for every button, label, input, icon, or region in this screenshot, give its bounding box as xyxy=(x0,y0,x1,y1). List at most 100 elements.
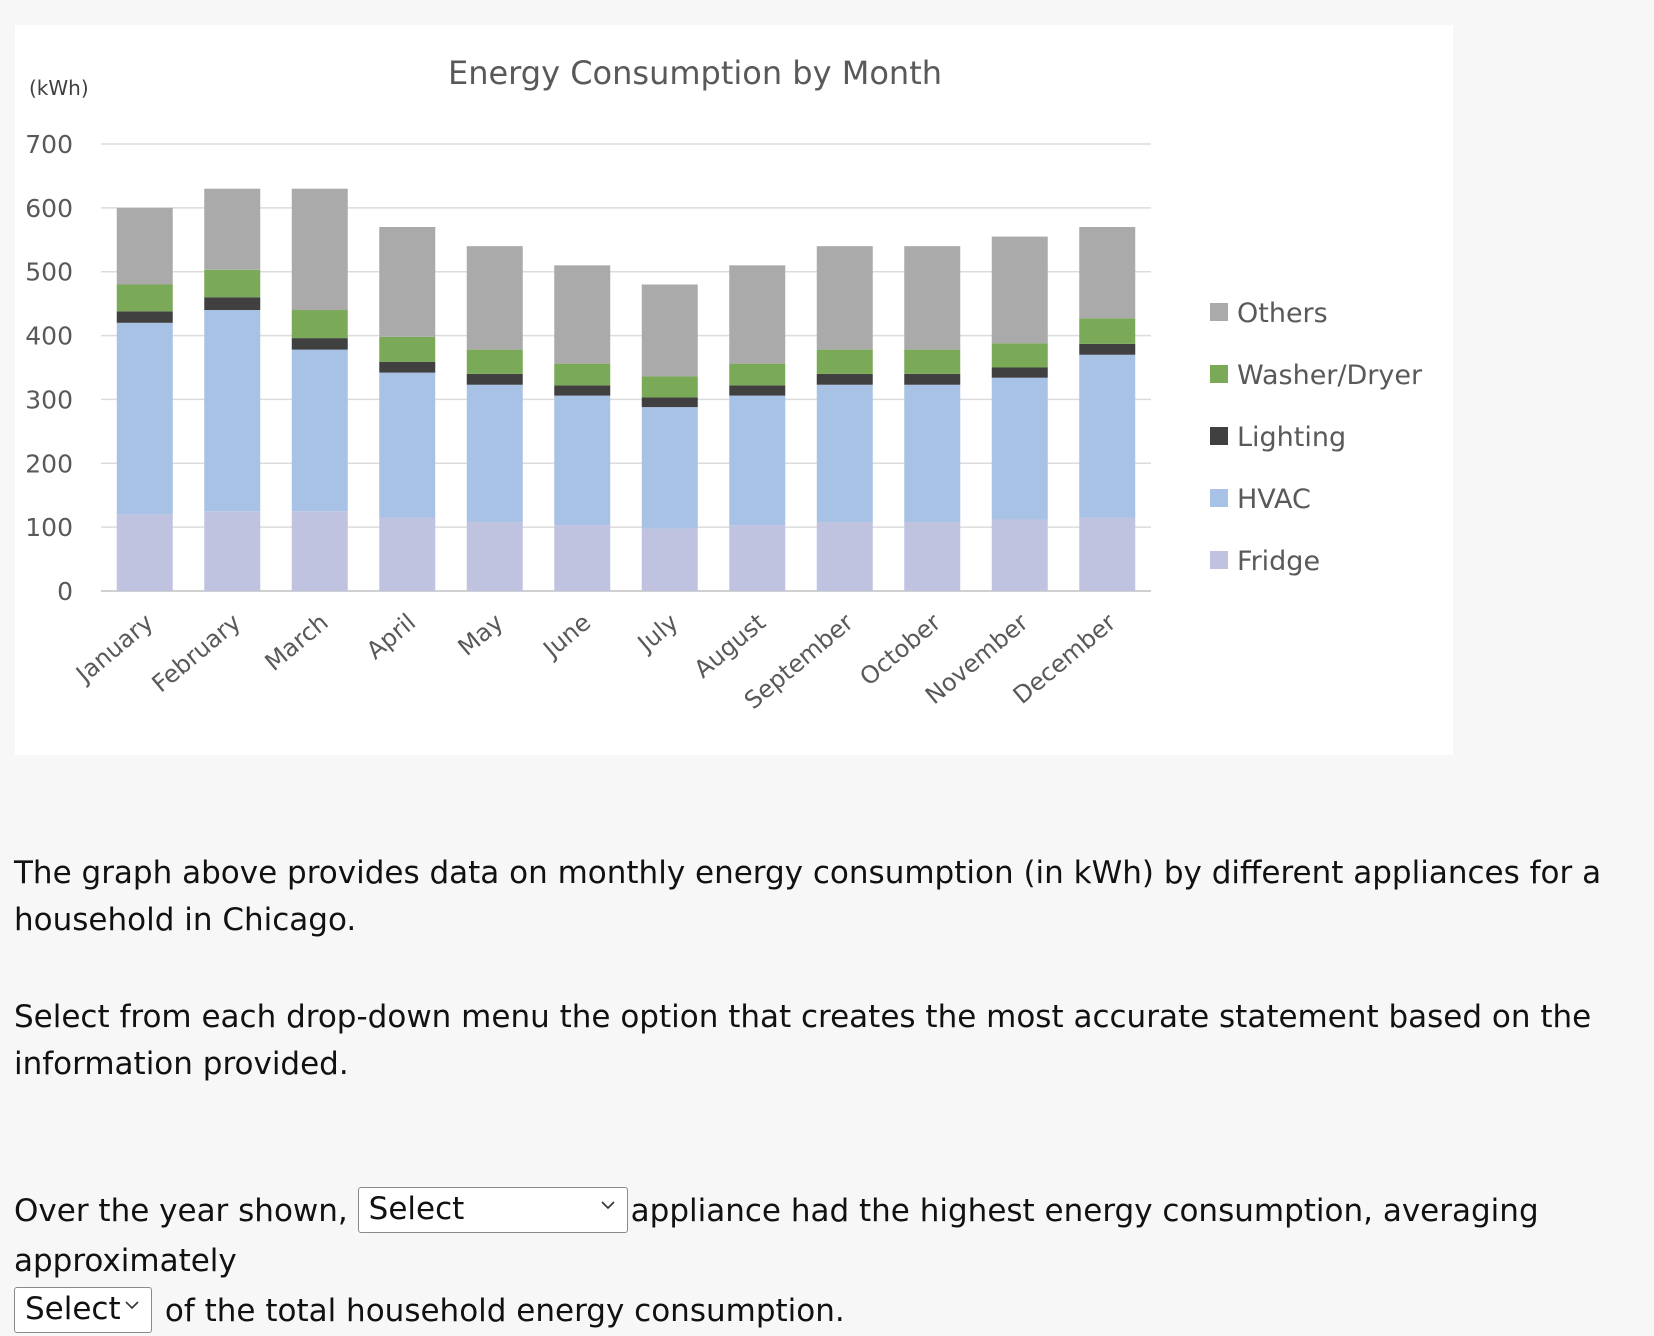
percent-dropdown[interactable]: Select xyxy=(14,1286,152,1333)
x-tick-label: May xyxy=(453,608,509,661)
bar-segment-fridge xyxy=(816,522,873,591)
bar-segment-others xyxy=(291,188,348,311)
bar-segment-fridge xyxy=(729,525,786,591)
y-tick-label: 600 xyxy=(25,194,73,223)
bar-segment-others xyxy=(204,188,261,270)
bar-segment-others xyxy=(466,246,523,350)
bar-segment-hvac xyxy=(116,322,173,515)
question-text-1: Over the year shown, xyxy=(14,1193,348,1229)
bar-segment-others xyxy=(991,236,1048,344)
bar-segment-others xyxy=(729,265,786,364)
bar-segment-others xyxy=(816,246,873,350)
bar-segment-washer-dryer xyxy=(116,284,173,312)
chart-card: Energy Consumption by Month (kWh) 0 100 20… xyxy=(15,25,1453,755)
legend-swatch xyxy=(1210,427,1228,445)
bar-segment-lighting xyxy=(641,397,698,408)
legend-swatch xyxy=(1210,551,1228,569)
bar-segment-washer-dryer xyxy=(204,269,261,298)
bar-segment-lighting xyxy=(1079,343,1136,355)
bar-segment-hvac xyxy=(991,377,1048,520)
y-axis-unit-label: (kWh) xyxy=(29,76,89,100)
x-tick-label: February xyxy=(147,608,246,698)
legend-swatch xyxy=(1210,365,1228,383)
bar-segment-hvac xyxy=(466,384,523,523)
bar-segment-fridge xyxy=(904,522,961,591)
bar-segment-washer-dryer xyxy=(729,363,786,386)
bar-segment-hvac xyxy=(204,310,261,512)
bar-segment-washer-dryer xyxy=(991,343,1048,368)
question-text-2: appliance had the highest energy consump… xyxy=(14,1193,1539,1279)
bar-segment-fridge xyxy=(116,514,173,591)
description-paragraph: The graph above provides data on monthly… xyxy=(14,855,1602,938)
bar-segment-hvac xyxy=(641,407,698,529)
legend-swatch xyxy=(1210,489,1228,507)
bar-segment-washer-dryer xyxy=(379,336,436,362)
bar-segment-lighting xyxy=(379,361,436,373)
legend-label: HVAC xyxy=(1237,484,1311,515)
bar-segment-lighting xyxy=(554,385,611,396)
bar-segment-lighting xyxy=(816,373,873,385)
bar-segment-hvac xyxy=(904,384,961,523)
x-tick-label: July xyxy=(631,608,684,658)
bar-segment-lighting xyxy=(204,297,261,311)
gridlines xyxy=(101,143,1151,592)
bar-segment-washer-dryer xyxy=(554,363,611,386)
legend-label: Others xyxy=(1237,298,1328,329)
bar-segment-hvac xyxy=(291,349,348,512)
y-tick-label: 200 xyxy=(25,449,73,478)
bar-segment-washer-dryer xyxy=(641,376,698,398)
legend-label: Washer/Dryer xyxy=(1237,360,1423,391)
x-tick-label: June xyxy=(537,608,597,664)
legend-swatch xyxy=(1210,303,1228,321)
bar-segment-hvac xyxy=(1079,354,1136,518)
question-text-3: of the total household energy consumptio… xyxy=(164,1293,845,1329)
chevron-down-icon xyxy=(601,1200,615,1209)
stacked-bar-chart: Energy Consumption by Month (kWh) 0 100 20… xyxy=(25,54,1423,715)
bar-segment-others xyxy=(379,227,436,337)
bar-segment-lighting xyxy=(729,385,786,396)
y-tick-label: 300 xyxy=(25,385,73,414)
bar-segment-washer-dryer xyxy=(291,310,348,339)
bar-segment-fridge xyxy=(466,522,523,591)
bar-segment-fridge xyxy=(641,528,698,591)
bar-segment-fridge xyxy=(554,525,611,591)
legend-label: Fridge xyxy=(1237,546,1320,577)
percent-dropdown-value: Select xyxy=(25,1290,121,1327)
bar-segment-fridge xyxy=(1079,517,1136,591)
bar-segment-hvac xyxy=(816,384,873,523)
bar-segment-lighting xyxy=(466,373,523,385)
bar-segment-others xyxy=(904,246,961,350)
appliance-dropdown-value: Select xyxy=(368,1190,465,1227)
x-tick-label: April xyxy=(361,608,421,665)
instruction-paragraph: Select from each drop-down menu the opti… xyxy=(14,999,1592,1082)
bar-segment-others xyxy=(641,284,698,377)
y-tick-label: 0 xyxy=(57,577,73,606)
bar-segment-hvac xyxy=(554,395,611,526)
x-tick-label: August xyxy=(689,608,771,683)
bar-segment-fridge xyxy=(991,519,1048,591)
bar-segment-washer-dryer xyxy=(466,349,523,374)
bar-segment-others xyxy=(554,265,611,364)
legend: Others Washer/Dryer Lighting HVAC Fridge xyxy=(1210,298,1423,577)
x-tick-label: January xyxy=(69,608,158,689)
bar-segment-hvac xyxy=(729,395,786,526)
bar-segment-lighting xyxy=(991,367,1048,378)
y-tick-label: 500 xyxy=(25,258,73,287)
bar-segment-lighting xyxy=(116,311,173,323)
bar-segment-washer-dryer xyxy=(904,349,961,374)
bar-segment-washer-dryer xyxy=(1079,318,1136,344)
y-axis-ticks: 0 100 200 300 400 500 600 700 xyxy=(25,130,73,606)
y-tick-label: 100 xyxy=(25,513,73,542)
x-tick-label: March xyxy=(260,608,334,676)
bar-segment-lighting xyxy=(904,373,961,385)
bar-segment-washer-dryer xyxy=(816,349,873,374)
bar-segment-hvac xyxy=(379,372,436,518)
bar-segment-fridge xyxy=(291,511,348,591)
bar-segment-others xyxy=(116,207,173,285)
appliance-dropdown[interactable]: Select xyxy=(357,1186,628,1233)
legend-label: Lighting xyxy=(1237,422,1346,453)
chevron-down-icon xyxy=(125,1300,139,1309)
bars xyxy=(116,188,1136,591)
y-tick-label: 400 xyxy=(25,322,73,351)
